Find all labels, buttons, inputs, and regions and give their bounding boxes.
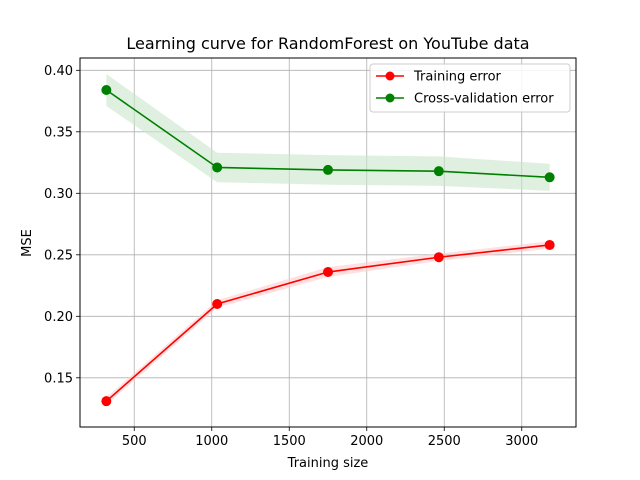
series-lines	[101, 84, 555, 407]
axis-ticks: 500 1000 1500 2000 2500 3000 0.15 0.20 0.25 0.30 0…	[44, 64, 538, 449]
y-tick-label: 0.20	[44, 310, 73, 325]
x-tick-label: 3000	[505, 434, 538, 449]
y-tick-label: 0.35	[44, 125, 73, 140]
y-tick-label: 0.25	[44, 248, 73, 263]
data-point	[323, 164, 333, 175]
chart-title: Learning curve for RandomForest on YouTu…	[126, 34, 529, 53]
confidence-band-1	[106, 73, 550, 191]
data-point	[433, 166, 444, 177]
x-tick-label: 500	[122, 434, 147, 449]
data-point	[101, 396, 112, 407]
legend-label: Training error	[413, 70, 502, 85]
legend: Training error Cross-validation error	[369, 63, 571, 113]
x-tick-label: 1000	[195, 434, 228, 449]
x-tick-label: 2000	[350, 434, 383, 449]
data-point	[212, 299, 223, 309]
plot-frame	[79, 57, 577, 428]
data-point	[433, 252, 444, 263]
y-tick-label: 0.40	[44, 64, 73, 79]
data-point	[101, 84, 112, 95]
data-point	[544, 239, 555, 250]
y-tick-label: 0.15	[44, 371, 73, 386]
data-point	[212, 162, 223, 173]
legend-label: Cross-validation error	[414, 92, 554, 107]
data-point	[323, 267, 333, 278]
x-tick-label: 1500	[273, 434, 306, 449]
legend-marker	[385, 93, 395, 103]
x-axis-label: Training size	[287, 456, 369, 471]
y-axis-label: MSE	[20, 229, 35, 257]
x-tick-label: 2500	[428, 434, 461, 449]
data-point	[544, 172, 555, 183]
grid	[80, 58, 576, 427]
legend-marker	[385, 71, 395, 81]
y-tick-label: 0.30	[44, 187, 73, 202]
legend-box	[369, 63, 571, 113]
